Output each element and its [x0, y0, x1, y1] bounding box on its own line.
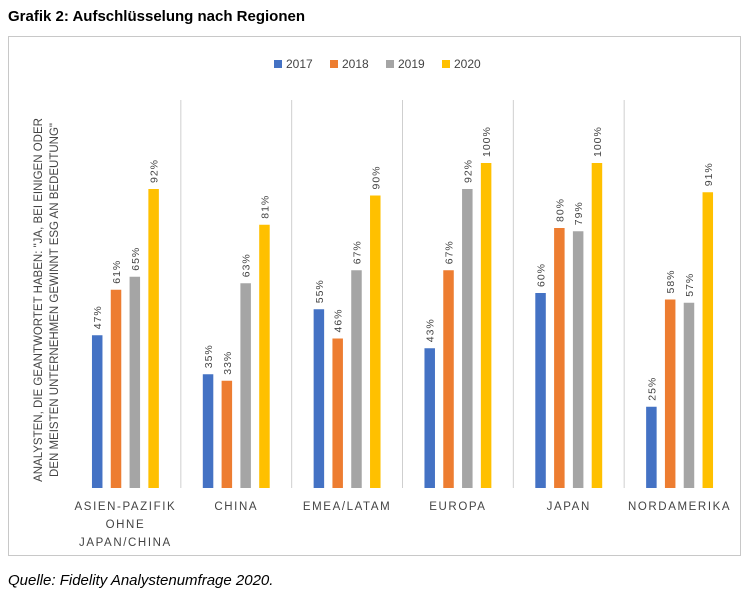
data-label: 67% — [444, 240, 456, 264]
data-label: 92% — [149, 159, 161, 183]
category-label: NORDAMERIKA — [628, 501, 731, 513]
bar-2017 — [535, 293, 546, 488]
data-label: 46% — [333, 308, 345, 332]
data-label: 55% — [314, 279, 326, 303]
bar-2018 — [332, 338, 343, 488]
data-label: 90% — [370, 165, 382, 189]
y-axis-title: ANALYSTEN, DIE GEANTWORTET HABEN: "JA, B… — [33, 118, 45, 482]
data-label: 67% — [351, 240, 363, 264]
data-label: 25% — [646, 377, 658, 401]
data-label: 100% — [592, 126, 604, 157]
legend-label-2018: 2018 — [342, 57, 369, 71]
bar-chart: 2017 2018 2019 2020 47% 61% 65% 92% ASIEN-PAZIFI… — [33, 57, 731, 549]
data-label: 60% — [536, 263, 548, 287]
data-label: 35% — [203, 344, 215, 368]
category-label: OHNE — [106, 519, 146, 531]
data-label: 65% — [130, 247, 142, 271]
bar-2020 — [148, 189, 159, 488]
data-label: 43% — [425, 318, 437, 342]
legend-swatch-2017 — [274, 60, 282, 68]
data-label: 100% — [481, 126, 493, 157]
legend-swatch-2020 — [442, 60, 450, 68]
bar-2019 — [572, 231, 584, 488]
bar-2020 — [259, 224, 270, 488]
legend-swatch-2018 — [330, 60, 338, 68]
bar-2019 — [240, 283, 251, 488]
category-label: JAPAN/CHINA — [79, 537, 172, 549]
data-label: 58% — [665, 269, 677, 293]
bar-2018 — [664, 299, 676, 488]
bar-2020 — [702, 192, 714, 488]
bar-2018 — [443, 270, 454, 488]
data-label: 63% — [241, 253, 253, 277]
bar-2019 — [129, 276, 141, 488]
data-label: 80% — [554, 198, 566, 222]
data-label: 79% — [573, 201, 585, 225]
category-label: ASIEN-PAZIFIK — [75, 501, 177, 513]
bar-2019 — [683, 302, 695, 488]
bar-2019 — [462, 189, 473, 488]
data-label: 92% — [462, 159, 474, 183]
source-note: Quelle: Fidelity Analystenumfrage 2020. — [8, 572, 274, 589]
bar-2017 — [424, 348, 435, 488]
bar-2017 — [646, 406, 657, 488]
legend-swatch-2019 — [386, 60, 394, 68]
data-label: 33% — [222, 351, 234, 375]
chart-title: Grafik 2: Aufschlüsselung nach Regionen — [8, 8, 305, 25]
data-label: 47% — [92, 305, 104, 329]
bar-2019 — [351, 270, 362, 488]
data-label: 57% — [684, 273, 696, 297]
bar-2020 — [370, 195, 381, 488]
legend-label-2017: 2017 — [286, 57, 313, 71]
data-label: 81% — [259, 195, 271, 219]
category-label: JAPAN — [547, 501, 591, 513]
bar-2020 — [480, 163, 492, 488]
bar-2018 — [110, 289, 122, 488]
bar-2020 — [591, 163, 603, 488]
chart-frame — [8, 36, 741, 556]
bar-2017 — [202, 374, 214, 488]
legend-label-2019: 2019 — [398, 57, 425, 71]
category-label: EUROPA — [429, 501, 486, 513]
bar-2018 — [554, 228, 565, 488]
legend-label-2020: 2020 — [454, 57, 481, 71]
bar-2017 — [313, 309, 325, 488]
category-label: CHINA — [214, 501, 258, 513]
bar-2018 — [221, 380, 233, 488]
category-label: EMEA/LATAM — [303, 501, 391, 513]
data-label: 91% — [703, 162, 715, 186]
data-label: 61% — [111, 260, 123, 284]
y-axis-title: DEN MEISTEN UNTERNEHMEN GEWINNT ESG AN B… — [49, 123, 61, 477]
bar-2017 — [91, 335, 103, 488]
